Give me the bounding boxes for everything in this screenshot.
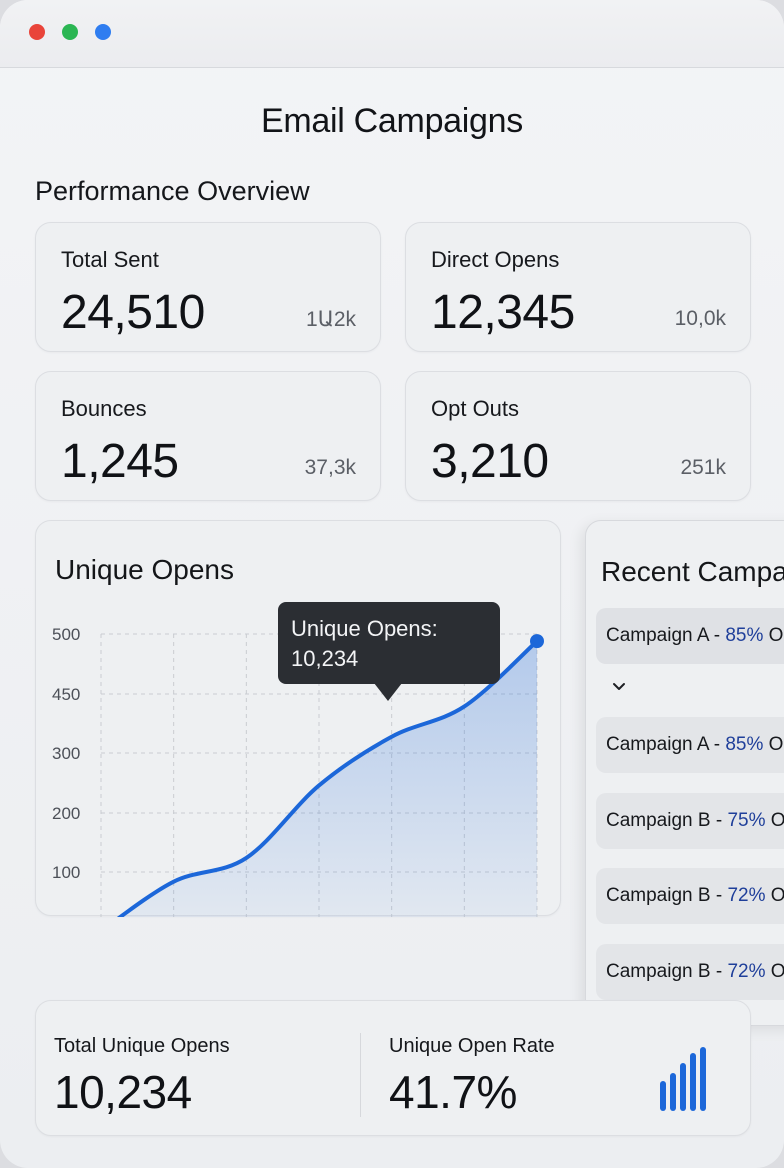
campaign-suffix: Open Rate	[768, 734, 784, 755]
total-unique-opens-value: 10,234	[54, 1066, 192, 1118]
y-tick-label: 300	[52, 744, 80, 763]
chart-title: Unique Opens	[55, 554, 235, 585]
campaign-name: Campaign B -	[606, 961, 728, 982]
recent-campaigns-panel: Recent Campaigns Campaign A - 85% Open R…	[585, 520, 784, 1026]
unique-open-rate-label: Unique Open Rate	[389, 1035, 555, 1057]
recent-campaigns-title: Recent Campaigns	[601, 556, 784, 587]
campaign-open-rate: 72%	[727, 885, 766, 906]
performance-overview-title: Performance Overview	[35, 176, 310, 206]
campaign-suffix: Open Rate	[765, 810, 784, 831]
stat-card-bounces[interactable]: Bounces 1,245 37,3k	[35, 371, 381, 501]
tooltip-value: 10,234	[291, 646, 359, 671]
stat-value: 24,510	[61, 286, 205, 339]
stat-label: Direct Opens	[431, 247, 560, 272]
campaign-list-item[interactable]: Campaign A - 85% Open Rate	[596, 717, 784, 773]
zoom-window-button[interactable]	[95, 24, 111, 40]
unique-opens-chart-card: Unique Opens 5004503002001000Jan 01Aer 0…	[35, 520, 562, 917]
y-tick-label: 100	[52, 863, 80, 882]
page-title: Email Campaigns	[261, 102, 523, 140]
campaign-suffix: Open Rate	[765, 885, 784, 906]
bar-chart-icon	[656, 1039, 706, 1111]
campaign-open-rate: 72%	[727, 961, 766, 982]
stat-value: 3,210	[431, 435, 549, 488]
minimize-window-button[interactable]	[62, 24, 78, 40]
series-line[interactable]	[101, 639, 539, 917]
stat-label: Total Sent	[61, 247, 159, 272]
stat-card-direct-opens[interactable]: Direct Opens 12,345 10,0k	[405, 222, 751, 352]
tooltip-label: Unique Opens:	[291, 616, 438, 641]
campaign-name: Campaign A -	[606, 734, 726, 755]
stat-label: Opt Outs	[431, 396, 520, 421]
y-tick-label: 450	[52, 685, 80, 704]
title-bar	[0, 0, 784, 68]
stat-card-total-sent[interactable]: Total Sent 24,510 1Ա2k	[35, 222, 381, 352]
campaign-name: Campaign B -	[606, 810, 728, 831]
stat-secondary: 37,3k	[304, 456, 356, 479]
campaign-open-rate: 85%	[725, 734, 764, 755]
chevron-down-icon[interactable]	[612, 682, 626, 692]
close-window-button[interactable]	[29, 24, 45, 40]
campaign-list-item[interactable]: Campaign B - 75% Open Rate	[596, 793, 784, 849]
summary-card: Total Unique Opens 10,234 Unique Open Ra…	[35, 1000, 751, 1136]
campaign-name: Campaign B -	[606, 885, 728, 906]
stat-secondary: 251k	[680, 456, 726, 479]
campaign-suffix: Open Rate	[765, 961, 784, 982]
stat-secondary: 1Ա2k	[306, 308, 356, 331]
y-tick-label: 500	[52, 625, 80, 644]
campaign-list-item[interactable]: Campaign B - 72% Open Rate	[596, 868, 784, 924]
campaign-suffix: Open Rate	[768, 625, 784, 646]
campaign-name: Campaign A -	[606, 625, 726, 646]
stat-secondary: 10,0k	[674, 307, 726, 330]
stat-value: 12,345	[431, 286, 575, 339]
campaign-open-rate: 75%	[727, 810, 766, 831]
campaign-open-rate: 85%	[725, 625, 764, 646]
stat-card-opt-outs[interactable]: Opt Outs 3,210 251k	[405, 371, 751, 501]
chart-tooltip: Unique Opens: 10,234	[278, 602, 500, 701]
stat-label: Bounces	[61, 396, 147, 421]
campaign-list-item[interactable]: Campaign B - 72% Open Rate	[596, 944, 784, 1000]
y-tick-label: 200	[52, 804, 80, 823]
unique-opens-line-chart[interactable]: 5004503002001000Jan 01Aer 04Jal 0bMp 01J…	[36, 521, 562, 917]
summary-divider	[360, 1033, 361, 1117]
campaign-list-item[interactable]: Campaign A - 85% Open Rate	[596, 608, 784, 664]
data-point-end[interactable]	[530, 634, 544, 649]
stat-value: 1,245	[61, 435, 179, 488]
unique-open-rate-value: 41.7%	[389, 1066, 517, 1118]
total-unique-opens-label: Total Unique Opens	[54, 1035, 230, 1057]
